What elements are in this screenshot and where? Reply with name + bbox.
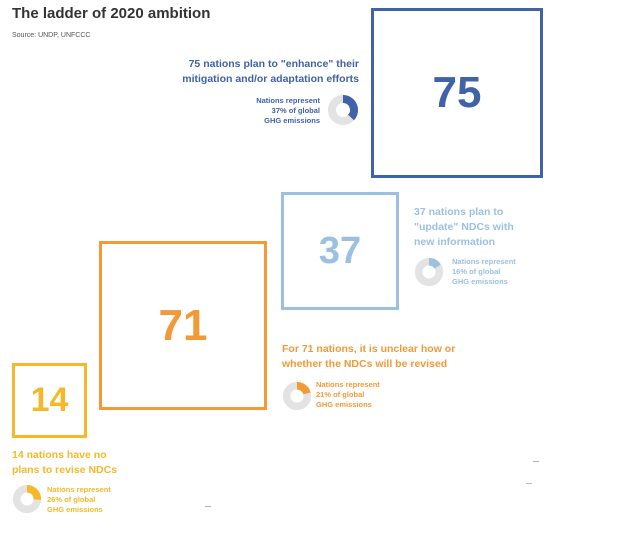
description-no-revision-line-1: 14 nations have no: [12, 449, 107, 461]
share-unclear-line-3: GHG emissions: [316, 400, 372, 409]
description-unclear: For 71 nations, it is unclear how or whe…: [282, 342, 532, 372]
share-enhance-line-3: GHG emissions: [264, 116, 320, 125]
donut-share-arc-no-revision: [26, 484, 42, 500]
share-update-line-3: GHG emissions: [452, 277, 508, 286]
description-update: 37 nations plan to "update" NDCs with ne…: [414, 205, 564, 250]
donut-share-arc-enhance: [342, 95, 358, 121]
description-no-revision: 14 nations have no plans to revise NDCs: [12, 448, 172, 478]
count-unclear: 71: [158, 300, 208, 350]
description-enhance-line-2: mitigation and/or adaptation efforts: [182, 73, 359, 85]
share-no-revision-line-2: 26% of global: [47, 495, 96, 504]
square-no-revision: 14: [12, 363, 87, 438]
artifact-speck: [526, 483, 532, 484]
donut-update: [414, 257, 444, 287]
share-no-revision-line-1: Nations represent: [47, 485, 111, 494]
share-unclear-line-2: 21% of global: [316, 390, 365, 399]
share-unclear: Nations represent 21% of global GHG emis…: [316, 380, 426, 410]
description-unclear-line-2: whether the NDCs will be revised: [282, 358, 448, 370]
chart-title: The ladder of 2020 ambition: [12, 5, 211, 22]
count-update: 37: [318, 229, 362, 272]
description-enhance-line-1: 75 nations plan to "enhance" their: [188, 58, 359, 70]
count-no-revision: 14: [30, 381, 69, 419]
artifact-speck: [205, 506, 211, 507]
description-no-revision-line-2: plans to revise NDCs: [12, 464, 118, 476]
chart-source: Source: UNDP, UNFCCC: [12, 32, 91, 39]
share-enhance-line-2: 37% of global: [271, 106, 320, 115]
description-update-line-1: 37 nations plan to: [414, 206, 504, 218]
share-enhance: Nations represent 37% of global GHG emis…: [200, 96, 320, 126]
share-update: Nations represent 16% of global GHG emis…: [452, 257, 562, 287]
share-update-line-2: 16% of global: [452, 267, 501, 276]
share-no-revision-line-3: GHG emissions: [47, 505, 103, 514]
artifact-speck: [533, 461, 539, 462]
square-update: 37: [281, 192, 399, 310]
donut-share-arc-update: [428, 257, 441, 269]
share-update-line-1: Nations represent: [452, 257, 516, 266]
donut-no-revision: [12, 484, 42, 514]
description-update-line-2: "update" NDCs with: [414, 221, 514, 233]
donut-enhance: [328, 95, 358, 125]
description-update-line-3: new information: [414, 236, 496, 248]
description-unclear-line-1: For 71 nations, it is unclear how or: [282, 343, 456, 355]
share-unclear-line-1: Nations represent: [316, 380, 380, 389]
donut-share-arc-unclear: [296, 381, 311, 395]
square-unclear: 71: [99, 241, 267, 410]
square-enhance: 75: [371, 8, 543, 178]
count-enhance: 75: [432, 68, 482, 117]
share-enhance-line-1: Nations represent: [256, 96, 320, 105]
share-no-revision: Nations represent 26% of global GHG emis…: [47, 485, 157, 515]
description-enhance: 75 nations plan to "enhance" their mitig…: [119, 57, 359, 87]
donut-unclear: [282, 381, 312, 411]
